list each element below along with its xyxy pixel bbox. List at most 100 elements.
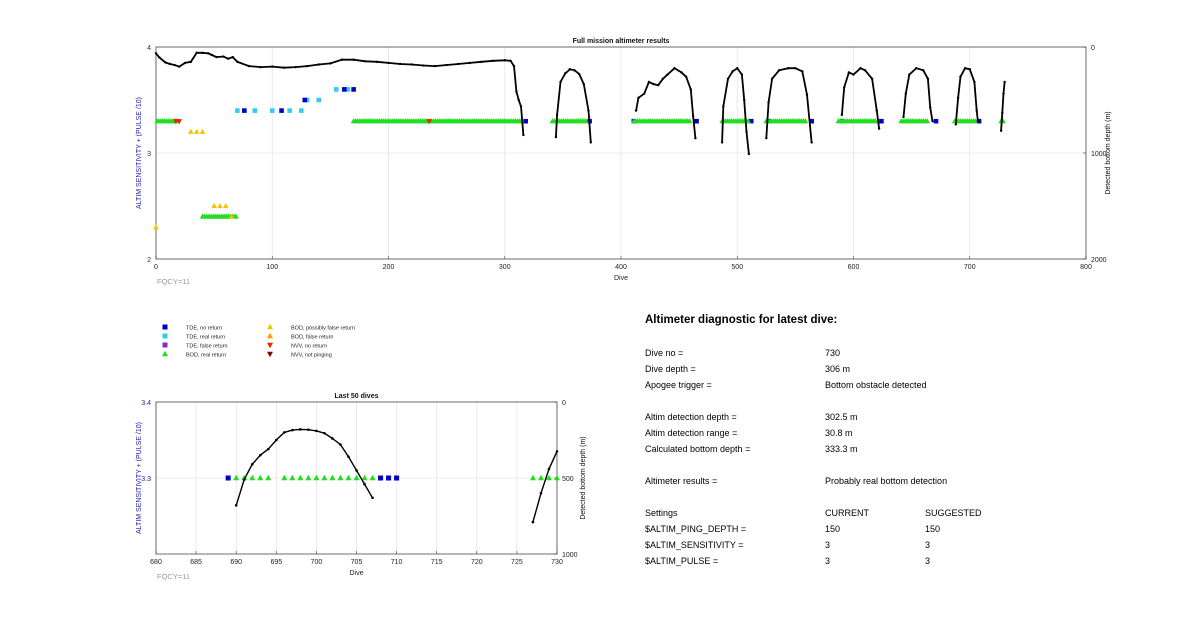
marker-triangle-up bbox=[321, 474, 328, 481]
depth-point bbox=[371, 496, 374, 500]
y-axis-label: ALTIM SENSITIVITY + (PULSE /10) bbox=[136, 422, 143, 534]
series-nvv-no-return bbox=[172, 119, 432, 125]
depth-point bbox=[691, 114, 695, 118]
x-tick-label: 500 bbox=[731, 264, 743, 271]
depth-point bbox=[582, 82, 585, 86]
legend-entry: TDE, false return bbox=[162, 342, 228, 350]
depth-point bbox=[509, 59, 512, 62]
depth-point bbox=[661, 77, 665, 81]
diag-row-sensitivity: $ALTIM_SENSITIVITY = 3 3 bbox=[645, 540, 1165, 552]
marker-square bbox=[235, 108, 240, 113]
marker-triangle-down bbox=[176, 119, 183, 125]
legend-entry: TDE, real return bbox=[162, 333, 225, 341]
last-50-dives-chart: 680 685 690 695 700 705 710 715 720 725 730 3.4 3.3 0… bbox=[136, 393, 587, 581]
depth-point bbox=[445, 63, 448, 67]
x-tick-label: 730 bbox=[551, 559, 563, 566]
x-axis-label: Dive bbox=[614, 275, 628, 282]
depth-point bbox=[512, 64, 516, 68]
depth-point bbox=[158, 56, 161, 59]
legend-label: BOD, real return bbox=[186, 353, 226, 359]
depth-point bbox=[189, 60, 193, 64]
legend-entry: TDE, no return bbox=[162, 324, 222, 332]
marker-triangle-up bbox=[193, 128, 200, 134]
legend-entry: NVV, no return bbox=[267, 342, 327, 350]
full-mission-chart: 0 100 200 300 400 500 600 700 800 2 3 4 0 1000 2000 Ful… bbox=[136, 38, 1112, 286]
diag-row-altim-detection-depth: Altim detection depth = 302.5 m bbox=[645, 412, 1165, 424]
depth-point bbox=[1003, 80, 1006, 84]
x-tick-label: 700 bbox=[311, 559, 323, 566]
diag-value: 150 bbox=[825, 524, 841, 534]
marker-triangle-up bbox=[249, 474, 256, 481]
marker-square bbox=[162, 333, 168, 339]
depth-point bbox=[684, 75, 688, 78]
marker-square bbox=[269, 108, 275, 113]
marker-square bbox=[287, 108, 292, 113]
marker-triangle-down bbox=[267, 351, 273, 358]
marker-triangle-up bbox=[267, 332, 273, 339]
depth-point bbox=[875, 109, 878, 112]
depth-point bbox=[908, 73, 911, 76]
depth-point bbox=[331, 437, 334, 440]
x-axis-label: Dive bbox=[349, 570, 363, 577]
diag-label: Altim detection depth = bbox=[645, 412, 737, 422]
diag-label: $ALTIM_PULSE = bbox=[645, 556, 719, 566]
legend-label: TDE, real return bbox=[186, 335, 225, 341]
depth-point bbox=[745, 130, 748, 133]
depth-point bbox=[258, 453, 262, 457]
depth-point bbox=[975, 109, 978, 112]
y2-tick-label: 1000 bbox=[1091, 151, 1107, 158]
depth-point bbox=[680, 71, 683, 74]
depth-point bbox=[259, 65, 262, 69]
legend-entry: NVV, not pinging bbox=[267, 351, 332, 359]
x-tick-label: 705 bbox=[351, 559, 363, 566]
depth-point bbox=[852, 73, 855, 76]
x-tick-label: 600 bbox=[848, 264, 860, 271]
depth-point bbox=[847, 71, 851, 74]
depth-point bbox=[743, 98, 746, 102]
depth-point bbox=[480, 60, 483, 64]
diag-suggested-value: 3 bbox=[925, 540, 931, 550]
depth-point bbox=[877, 127, 881, 130]
depth-point bbox=[215, 55, 218, 59]
marker-square bbox=[386, 475, 392, 481]
depth-point bbox=[398, 62, 402, 66]
depth-point bbox=[634, 109, 638, 112]
depth-point bbox=[539, 491, 543, 495]
depth-point bbox=[226, 57, 230, 60]
y-tick-label: 4 bbox=[147, 45, 151, 52]
depth-point bbox=[347, 455, 350, 459]
depth-point bbox=[555, 113, 559, 117]
marker-triangle-up bbox=[211, 202, 217, 209]
marker-square bbox=[378, 475, 384, 481]
depth-point bbox=[589, 141, 592, 144]
y2-tick-label: 2000 bbox=[1091, 257, 1107, 264]
depth-point bbox=[201, 51, 204, 55]
depth-point bbox=[339, 443, 342, 446]
depth-point bbox=[183, 61, 187, 65]
marker-triangle-up bbox=[369, 474, 376, 481]
depth-point bbox=[722, 105, 725, 108]
depth-point bbox=[726, 77, 730, 81]
marker-triangle-up bbox=[265, 474, 272, 481]
diag-row-altimeter-results: Altimeter results = Probably real bottom… bbox=[645, 476, 1165, 488]
depth-point bbox=[515, 90, 518, 93]
diag-label: Settings bbox=[645, 508, 678, 518]
depth-point bbox=[433, 64, 437, 68]
marker-triangle-up bbox=[537, 474, 544, 481]
depth-point bbox=[747, 152, 751, 156]
depth-point bbox=[573, 69, 576, 72]
depth-point bbox=[173, 63, 176, 67]
y2-tick-label: 0 bbox=[562, 400, 566, 407]
depth-point bbox=[968, 68, 971, 71]
diag-label: Apogee trigger = bbox=[645, 380, 712, 390]
diag-value: 3 bbox=[825, 540, 831, 550]
marker-triangle-up bbox=[153, 224, 159, 230]
depth-point bbox=[222, 55, 225, 58]
chart-title: Last 50 dives bbox=[335, 393, 379, 400]
marker-triangle-up bbox=[554, 474, 560, 481]
depth-point bbox=[195, 51, 198, 55]
y2-tick-label: 500 bbox=[562, 476, 574, 483]
depth-point bbox=[517, 98, 520, 102]
marker-triangle-up bbox=[199, 128, 206, 134]
